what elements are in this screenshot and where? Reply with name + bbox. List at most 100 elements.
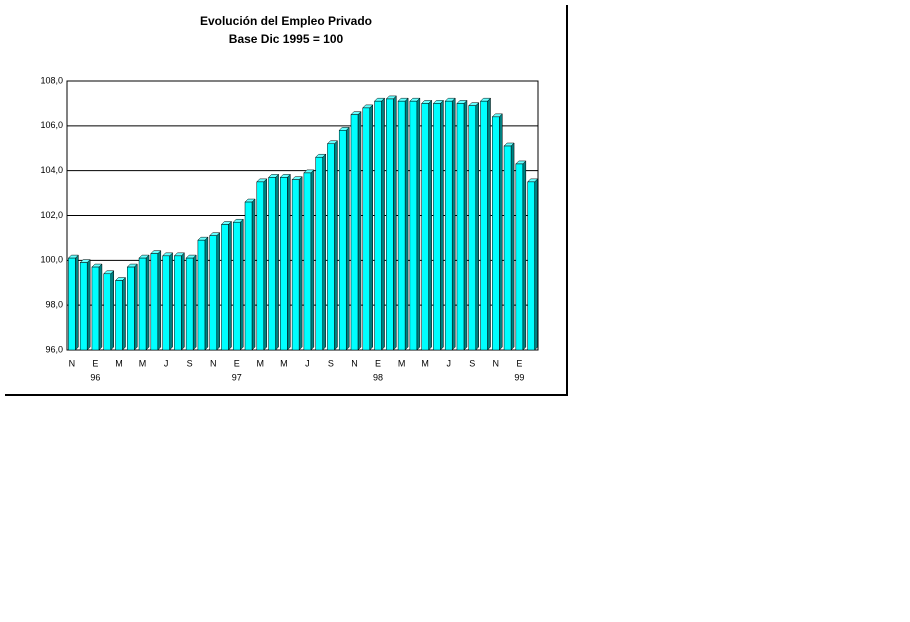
bar-front [315, 156, 323, 351]
bar [373, 97, 386, 351]
x-tick-label: M [139, 358, 147, 368]
bar [126, 263, 138, 351]
bar-side [475, 102, 479, 351]
bar [114, 276, 127, 351]
bar-front [115, 280, 123, 351]
x-tick-label: E [516, 358, 522, 368]
y-tick-label: 108,0 [40, 75, 63, 85]
bar-side [86, 258, 91, 351]
bar-side [534, 178, 538, 351]
bar [491, 113, 503, 351]
x-tick-label: N [69, 358, 76, 368]
bar [479, 97, 492, 351]
bar-front [79, 262, 88, 351]
y-tick-label: 106,0 [40, 120, 63, 130]
bar-front [162, 255, 170, 351]
bar-side [98, 263, 103, 351]
x-tick-label: E [375, 358, 381, 368]
x-tick-label: S [328, 358, 334, 368]
bar [67, 254, 79, 351]
x-year-label: 99 [514, 372, 524, 382]
bar [385, 95, 397, 351]
bar-front [397, 100, 406, 351]
x-tick-label: M [280, 358, 288, 368]
bar [338, 126, 350, 351]
bar [350, 111, 362, 351]
bar-front [527, 181, 535, 351]
bar [421, 99, 433, 351]
bar [515, 160, 527, 351]
bar-front [492, 116, 500, 351]
x-tick-label: N [493, 358, 500, 368]
bar-side [251, 198, 256, 351]
bar-side [510, 142, 515, 351]
bar [244, 198, 256, 351]
bar-front [444, 100, 453, 351]
bar-front [503, 145, 512, 351]
x-tick-label: E [234, 358, 240, 368]
bar-side [322, 153, 326, 351]
x-tick-label: N [351, 358, 358, 368]
bar [326, 140, 339, 351]
bar [256, 178, 268, 351]
x-tick-label: M [398, 358, 406, 368]
bar-side [75, 254, 79, 351]
bar-front [386, 98, 394, 351]
bar [267, 173, 280, 351]
bar [291, 176, 303, 351]
x-tick-label: N [210, 358, 217, 368]
bar-front [185, 257, 194, 351]
bar-side [110, 270, 114, 351]
bar-front [232, 221, 241, 351]
bar-front [221, 224, 229, 351]
bar-side [499, 113, 503, 351]
bar [232, 218, 244, 351]
bar [432, 99, 445, 351]
bar-side [369, 104, 374, 351]
bar [197, 236, 209, 351]
bar-front [338, 130, 347, 351]
bar-side [239, 218, 244, 351]
bar [103, 270, 115, 351]
x-tick-label: S [469, 358, 475, 368]
bar-side [334, 140, 338, 351]
bar-front [244, 201, 253, 351]
bar [468, 102, 480, 351]
bar-side [263, 178, 268, 351]
bar-front [303, 172, 312, 351]
bar [397, 97, 409, 351]
chart-subtitle: Base Dic 1995 = 100 [229, 32, 344, 46]
bar-side [204, 236, 209, 351]
bar-front [515, 163, 524, 351]
bar-side [181, 252, 185, 351]
bar [161, 252, 174, 351]
bar-front [421, 103, 429, 351]
bar-front [138, 257, 147, 351]
bar-side [416, 97, 421, 351]
bar-front [362, 107, 371, 351]
bar [138, 254, 150, 351]
bar-side [145, 254, 150, 351]
x-tick-label: M [115, 358, 123, 368]
bar [150, 250, 162, 351]
x-tick-label: J [164, 358, 169, 368]
bar-side [428, 99, 432, 351]
bar-side [192, 254, 197, 351]
bar-side [228, 220, 232, 351]
bar [527, 178, 539, 351]
bar-front [91, 266, 100, 351]
y-tick-label: 104,0 [40, 165, 63, 175]
bar-front [268, 177, 276, 351]
bar [185, 254, 197, 351]
bar-front [103, 273, 111, 351]
bar-side [169, 252, 173, 351]
bar-front [468, 105, 476, 351]
bar [315, 153, 327, 351]
bar-front [480, 100, 488, 351]
bar-side [275, 173, 279, 351]
x-tick-label: J [305, 358, 310, 368]
x-tick-label: M [257, 358, 265, 368]
bar-side [157, 250, 162, 351]
bar [303, 169, 315, 351]
